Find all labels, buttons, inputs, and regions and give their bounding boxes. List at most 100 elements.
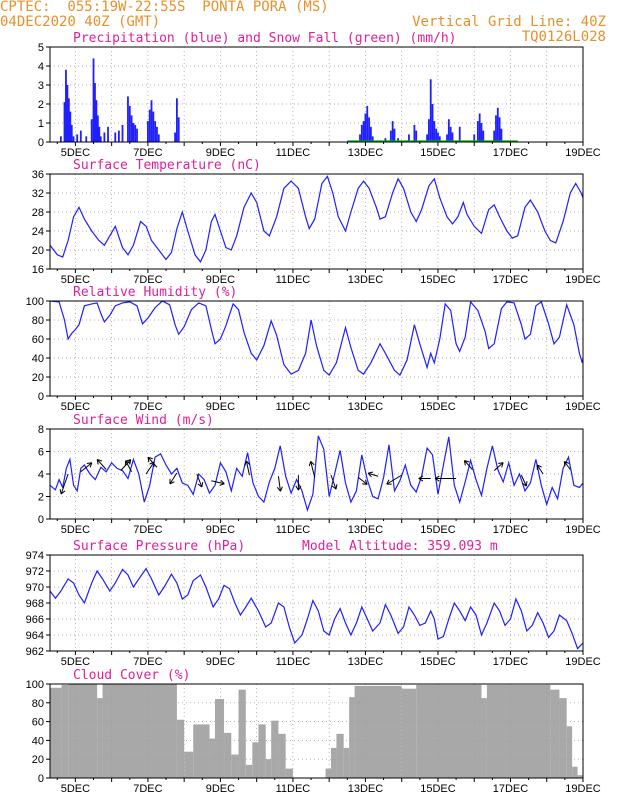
precip-bar (67, 98, 70, 142)
precip-bar (408, 134, 410, 142)
x-tick-label: 7DEC (133, 524, 162, 536)
precip-bar (96, 115, 99, 142)
pres-line (49, 567, 584, 650)
y-tick-label: 28 (32, 207, 44, 219)
cloud-bar (401, 688, 417, 778)
wind-vector (536, 464, 544, 475)
y-tick-label: 3 (38, 80, 44, 92)
x-tick-label: 15DEC (420, 401, 456, 413)
cloud-bar (486, 684, 551, 778)
cloud-bar (258, 724, 266, 778)
x-tick-label: 5DEC (61, 524, 90, 536)
x-tick-label: 7DEC (133, 274, 162, 286)
precip-bar (366, 105, 369, 142)
precip-bar (433, 121, 436, 142)
y-tick-label: 964 (26, 630, 44, 642)
precip-bar (371, 136, 374, 142)
precip-bar (103, 132, 106, 142)
cloud-panel: 0 20 40 60 80 100 5DEC 7DEC 9DEC 11DEC 13DEC 15DEC 1… (26, 668, 601, 795)
y-tick-label: 5 (38, 42, 44, 54)
rh-panel: 0 20 40 60 80 100 5DEC 7DEC 9DEC 11DEC 13DEC 15DEC 1… (26, 285, 601, 413)
y-tick-label: 20 (32, 754, 44, 766)
x-tick-label: 5DEC (61, 656, 90, 668)
cloud-bar (102, 684, 177, 778)
x-tick-label: 15DEC (420, 274, 456, 286)
precip-frame (49, 46, 584, 143)
precip-bar (496, 107, 499, 142)
precip-bar (136, 128, 138, 142)
panel-title: Cloud Cover (%) (73, 668, 190, 683)
x-tick-label: 19DEC (565, 783, 601, 795)
y-tick-label: 962 (26, 646, 44, 658)
wind-line (49, 435, 584, 512)
x-tick-label: 11DEC (276, 147, 311, 159)
cloud-bar (285, 768, 293, 778)
precip-bar (99, 136, 102, 142)
precip-bar (458, 126, 461, 142)
precip-bar (130, 115, 133, 142)
y-tick-label: 40 (32, 735, 44, 747)
temp-line (49, 175, 584, 264)
precip-bar (154, 121, 157, 142)
cloud-bar (416, 684, 482, 778)
wind-vector (211, 479, 225, 486)
x-tick-label: 7DEC (133, 147, 162, 159)
x-tick-label: 15DEC (420, 524, 456, 536)
cloud-bar (559, 698, 567, 778)
wind-vector (147, 456, 158, 468)
cloud-bar (550, 689, 560, 778)
x-tick-label: 19DEC (565, 147, 601, 159)
precip-bar (150, 100, 153, 142)
x-tick-label: 17DEC (493, 274, 529, 286)
y-tick-label: 20 (32, 372, 44, 384)
x-tick-label: 11DEC (276, 524, 311, 536)
wind-vector (357, 476, 368, 485)
wind-vector (434, 475, 457, 482)
precip-bar (59, 136, 62, 142)
precip-bar (174, 132, 176, 142)
x-tick-label: 5DEC (61, 274, 90, 286)
y-tick-label: 968 (26, 598, 44, 610)
precip-bar (428, 119, 430, 142)
x-tick-label: 13DEC (348, 147, 384, 159)
x-tick-label: 11DEC (276, 656, 311, 668)
precip-bar (85, 136, 88, 142)
cloud-bar (331, 747, 337, 778)
x-tick-label: 17DEC (493, 401, 529, 413)
wind-vector (330, 474, 338, 490)
precip-bar (435, 128, 438, 142)
wind-vector (563, 461, 571, 470)
x-tick-label: 19DEC (565, 274, 601, 286)
precip-bar (134, 124, 137, 142)
cloud-bar (238, 689, 246, 778)
precip-bar (359, 134, 361, 142)
cloud-frame (49, 683, 584, 779)
x-tick-label: 17DEC (493, 524, 529, 536)
precip-panel: 0 1 2 3 4 5 5DEC 7DEC 9DEC 11DEC 13DEC 15DEC 17DEC 19… (38, 31, 601, 159)
cloud-bar (61, 684, 69, 778)
x-tick-label: 17DEC (493, 656, 529, 668)
wind-vector (463, 460, 473, 470)
cloud-bar (224, 732, 232, 778)
cloud-bar (265, 759, 272, 778)
x-tick-label: 13DEC (348, 783, 384, 795)
precip-bar (360, 124, 363, 142)
cloud-bar (354, 685, 402, 778)
x-tick-label: 19DEC (565, 401, 601, 413)
precip-bar (156, 126, 158, 142)
precip-bar (90, 119, 93, 142)
cloud-bar (209, 738, 215, 778)
precip-bar (364, 113, 367, 142)
y-tick-label: 0 (38, 514, 44, 526)
y-tick-label: 970 (26, 582, 44, 594)
precip-bar (447, 119, 450, 142)
y-tick-label: 0 (38, 391, 44, 403)
panel-title: Precipitation (blue) and Snow Fall (gree… (73, 31, 457, 46)
precip-bar (98, 126, 101, 142)
wind-vector (276, 476, 283, 492)
panel-title: Surface Wind (m/s) (73, 413, 214, 428)
y-tick-label: 80 (32, 698, 44, 710)
precip-bar (476, 121, 479, 142)
x-tick-label: 19DEC (565, 524, 601, 536)
